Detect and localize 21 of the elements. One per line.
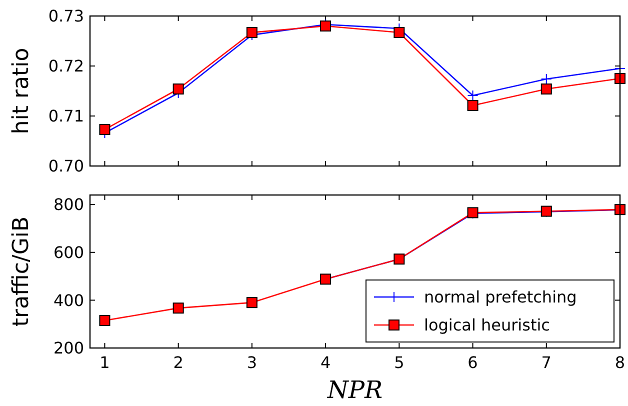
x-tick-label: 2 — [173, 353, 184, 372]
y-tick-label: 600 — [53, 242, 84, 262]
legend-label: logical heuristic — [424, 316, 550, 335]
y-tick-label: 0.71 — [48, 106, 84, 126]
y-tick-label: 200 — [53, 338, 84, 358]
y-tick-label: 0.73 — [48, 6, 84, 26]
legend-label: normal prefetching — [424, 288, 577, 307]
x-tick-label: 8 — [614, 353, 626, 372]
x-tick-label: 5 — [394, 353, 404, 372]
y-axis-title: hit ratio — [9, 48, 34, 134]
y-tick-label: 0.72 — [48, 56, 84, 76]
x-tick-label: 7 — [541, 353, 552, 372]
y-tick-label: 800 — [53, 195, 84, 214]
y-axis-title: traffic/GiB — [9, 216, 34, 327]
x-tick-label: 1 — [100, 353, 110, 372]
y-tick-label: 400 — [53, 290, 84, 310]
y-tick-label: 0.70 — [48, 156, 84, 176]
x-tick-label: 4 — [320, 353, 331, 372]
x-tick-label: 6 — [468, 353, 478, 372]
x-tick-label: 3 — [246, 353, 258, 372]
x-axis-title: NPR — [326, 376, 383, 404]
